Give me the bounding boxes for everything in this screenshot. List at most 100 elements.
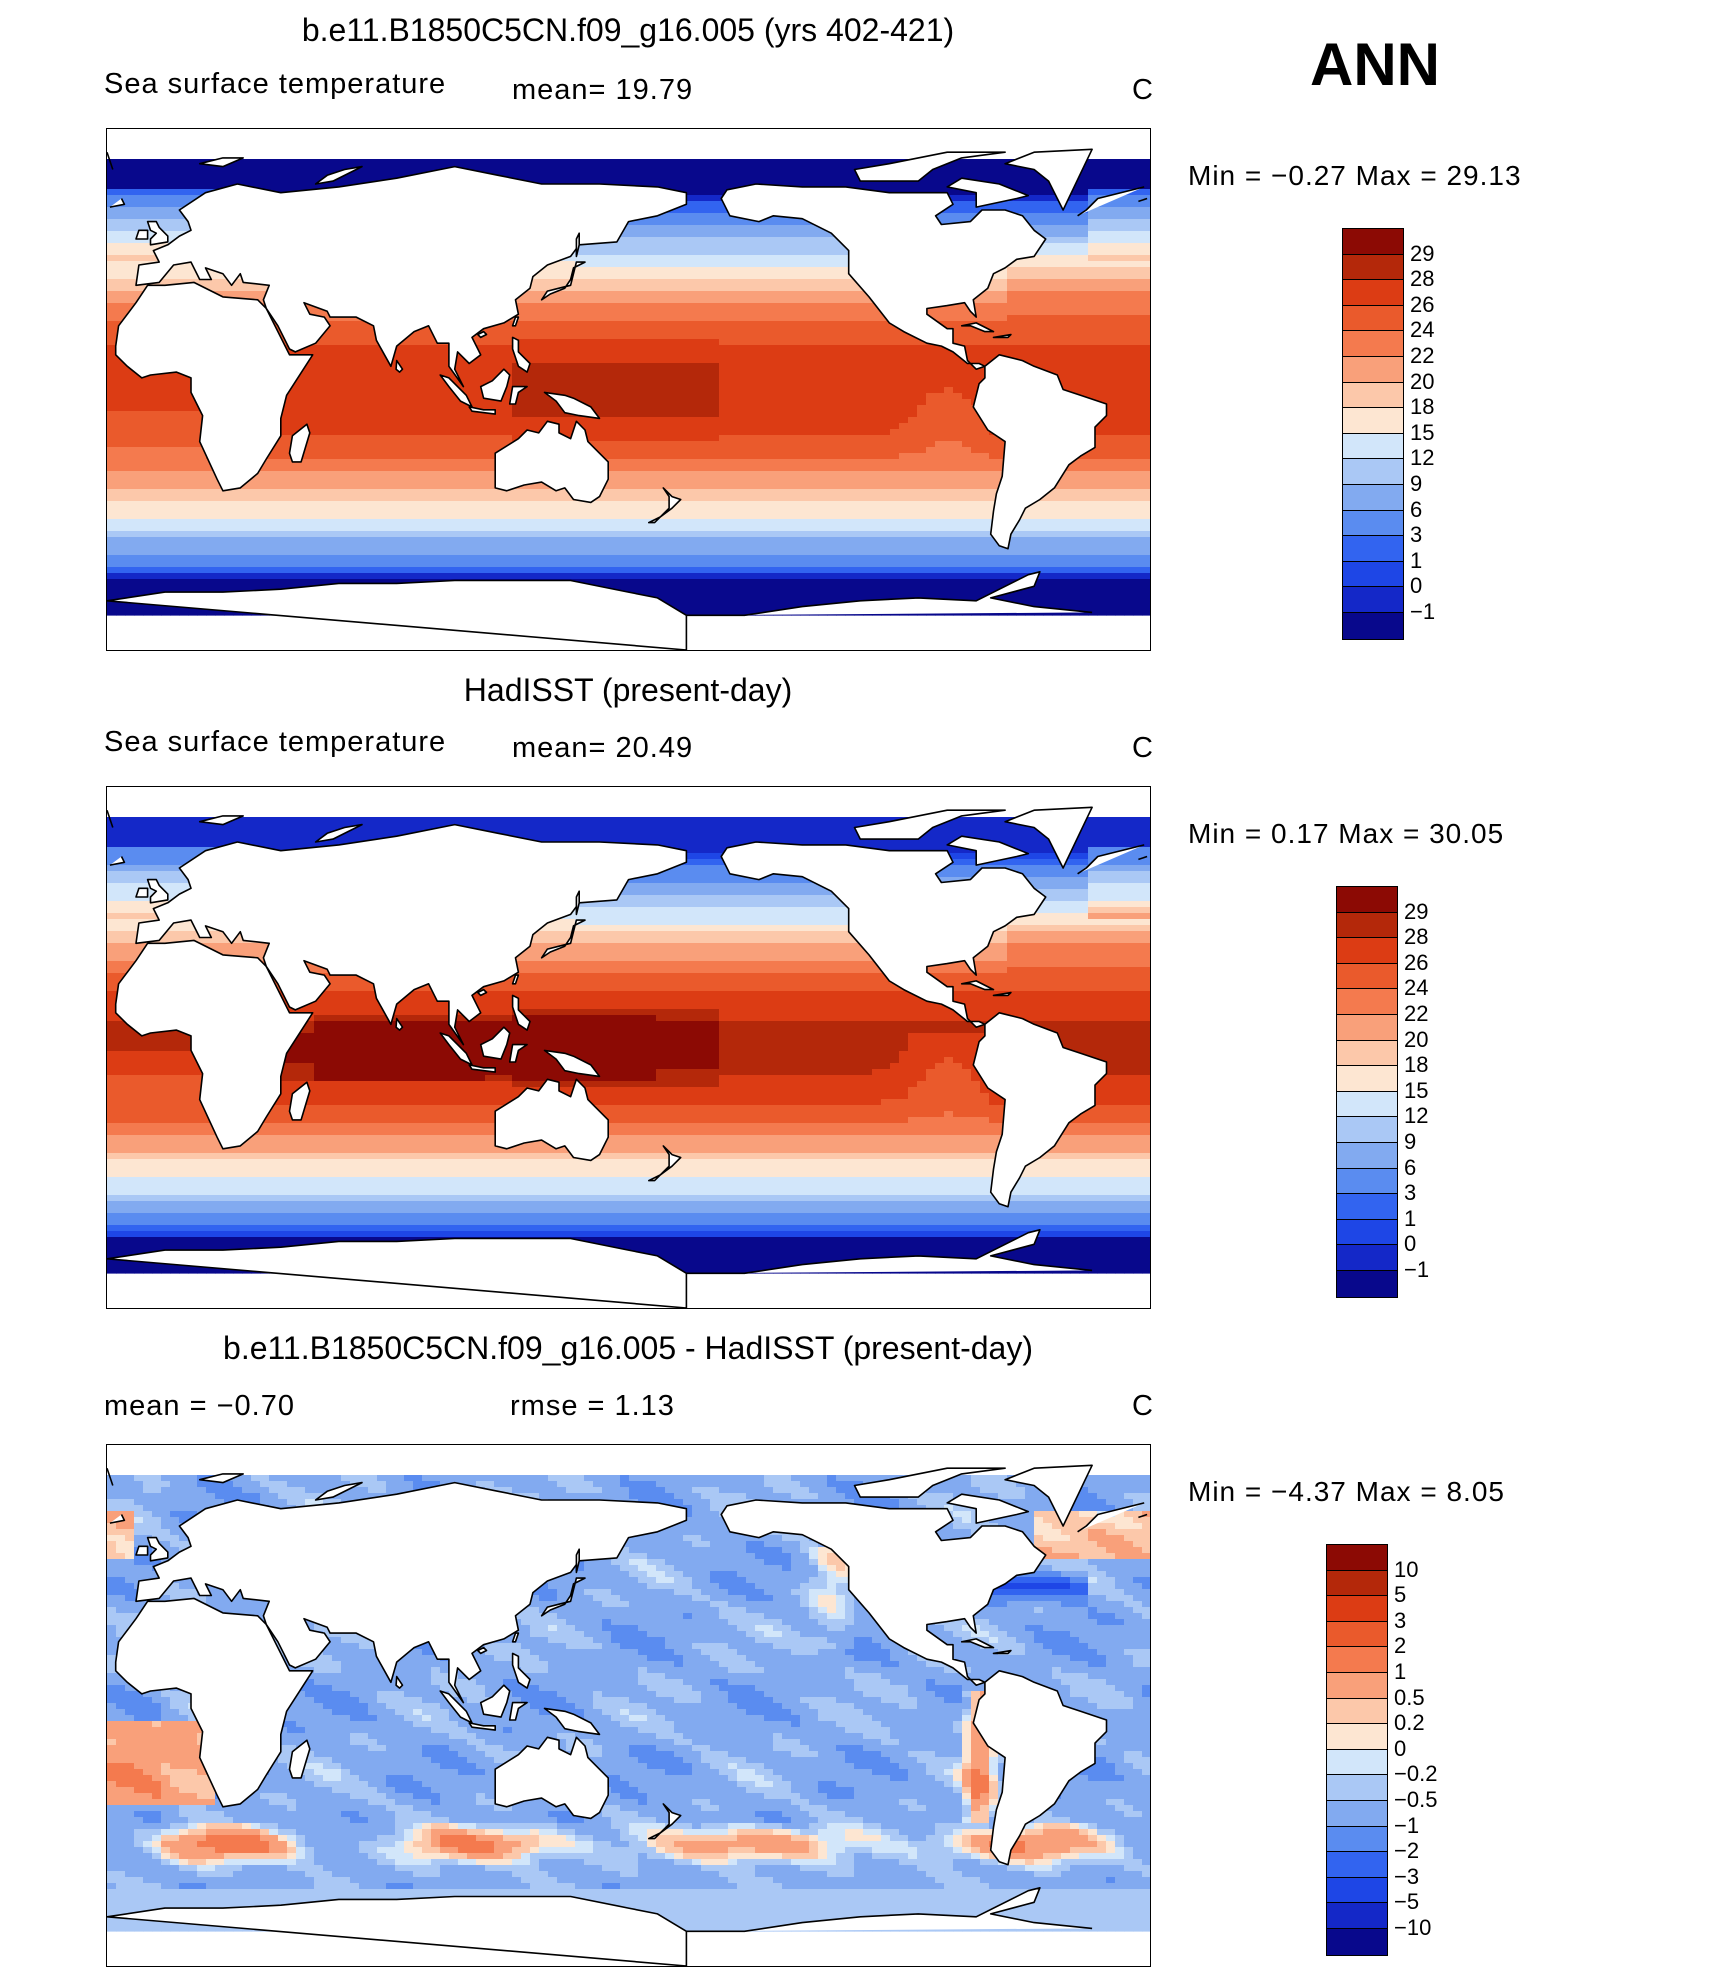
- field-cell: [1088, 357, 1098, 364]
- field-cell: [530, 333, 540, 340]
- field-cell: [719, 243, 729, 250]
- field-cell: [746, 279, 756, 286]
- field-cell: [422, 351, 432, 358]
- field-cell: [989, 309, 999, 316]
- field-cell: [413, 333, 423, 340]
- field-cell: [674, 177, 684, 184]
- field-cell: [1115, 255, 1125, 262]
- field-cell: [962, 201, 972, 208]
- field-cell: [206, 273, 216, 280]
- field-cell: [656, 183, 666, 190]
- field-cell: [251, 159, 261, 166]
- field-cell: [1115, 177, 1125, 184]
- field-cell: [566, 285, 576, 292]
- field-cell: [1133, 297, 1143, 304]
- field-cell: [791, 267, 801, 274]
- field-cell: [620, 345, 630, 352]
- field-cell: [719, 291, 729, 298]
- field-cell: [575, 297, 585, 304]
- field-cell: [881, 333, 891, 340]
- field-cell: [1070, 261, 1080, 268]
- field-cell: [1070, 327, 1080, 334]
- field-cell: [872, 321, 882, 328]
- field-cell: [773, 405, 783, 412]
- field-cell: [1142, 285, 1150, 292]
- field-cell: [314, 159, 324, 166]
- field-cell: [161, 375, 171, 382]
- field-cell: [116, 411, 126, 418]
- field-cell: [863, 333, 873, 340]
- field-cell: [107, 339, 117, 346]
- field-cell: [539, 411, 549, 418]
- field-cell: [1070, 381, 1080, 388]
- field-cell: [710, 261, 720, 268]
- field-cell: [1052, 267, 1062, 274]
- field-cell: [890, 357, 900, 364]
- field-cell: [404, 405, 414, 412]
- field-cell: [1079, 177, 1089, 184]
- field-cell: [611, 393, 621, 400]
- field-cell: [557, 159, 567, 166]
- field-cell: [422, 327, 432, 334]
- field-cell: [647, 381, 657, 388]
- field-cell: [107, 327, 117, 334]
- field-cell: [1079, 297, 1089, 304]
- field-cell: [1097, 315, 1107, 322]
- field-cell: [1061, 357, 1071, 364]
- field-cell: [1025, 339, 1035, 346]
- field-cell: [1052, 339, 1062, 346]
- field-cell: [989, 273, 999, 280]
- field-cell: [548, 285, 558, 292]
- field-cell: [368, 345, 378, 352]
- field-cell: [683, 321, 693, 328]
- field-cell: [557, 177, 567, 184]
- field-cell: [755, 333, 765, 340]
- field-cell: [530, 357, 540, 364]
- field-cell: [791, 243, 801, 250]
- field-cell: [512, 165, 522, 172]
- field-cell: [323, 357, 333, 364]
- field-cell: [638, 333, 648, 340]
- field-cell: [674, 315, 684, 322]
- field-cell: [134, 375, 144, 382]
- field-cell: [134, 249, 144, 256]
- field-cell: [845, 321, 855, 328]
- field-cell: [233, 171, 243, 178]
- field-cell: [458, 159, 468, 166]
- field-cell: [692, 369, 702, 376]
- field-cell: [575, 315, 585, 322]
- field-cell: [935, 387, 945, 394]
- field-cell: [701, 297, 711, 304]
- field-cell: [584, 171, 594, 178]
- field-cell: [809, 321, 819, 328]
- field-cell: [593, 321, 603, 328]
- field-cell: [143, 249, 153, 256]
- field-cell: [854, 345, 864, 352]
- field-cell: [1079, 381, 1089, 388]
- field-cell: [845, 327, 855, 334]
- field-cell: [1034, 339, 1044, 346]
- field-cell: [521, 345, 531, 352]
- field-cell: [107, 357, 117, 364]
- field-cell: [1043, 315, 1053, 322]
- field-cell: [296, 387, 306, 394]
- field-cell: [188, 411, 198, 418]
- field-cell: [683, 213, 693, 220]
- field-cell: [611, 327, 621, 334]
- field-cell: [710, 255, 720, 262]
- field-cell: [197, 159, 207, 166]
- field-cell: [998, 273, 1008, 280]
- field-cell: [782, 387, 792, 394]
- field-cell: [980, 177, 990, 184]
- field-cell: [1025, 351, 1035, 358]
- field-cell: [575, 381, 585, 388]
- field-cell: [719, 273, 729, 280]
- field-cell: [449, 405, 459, 412]
- field-cell: [836, 291, 846, 298]
- field-cell: [746, 369, 756, 376]
- field-cell: [629, 345, 639, 352]
- field-cell: [584, 261, 594, 268]
- field-cell: [566, 297, 576, 304]
- field-cell: [314, 393, 324, 400]
- field-cell: [611, 309, 621, 316]
